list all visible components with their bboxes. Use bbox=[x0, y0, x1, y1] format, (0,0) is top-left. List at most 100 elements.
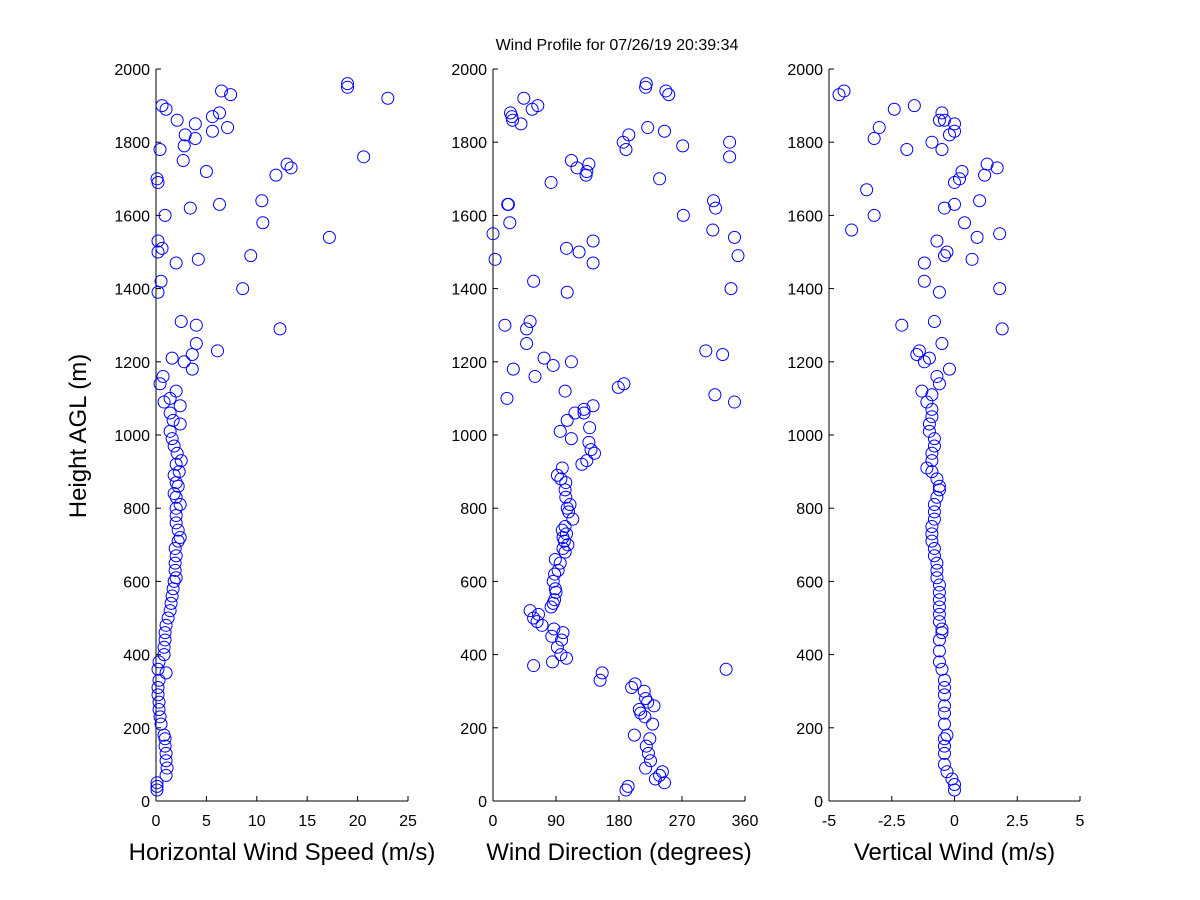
data-point bbox=[588, 446, 601, 460]
data-point bbox=[644, 754, 657, 768]
data-point bbox=[153, 143, 167, 157]
data-point bbox=[548, 552, 562, 566]
y-tick-label: 1400 bbox=[114, 282, 150, 299]
data-point bbox=[872, 121, 886, 135]
y-tick-label: 200 bbox=[460, 721, 487, 738]
data-point bbox=[559, 476, 573, 490]
data-point bbox=[547, 622, 561, 636]
data-point bbox=[860, 183, 874, 197]
data-point bbox=[322, 230, 336, 244]
data-point bbox=[159, 768, 173, 782]
data-point bbox=[150, 776, 164, 790]
data-point bbox=[560, 501, 574, 515]
data-point bbox=[658, 124, 671, 138]
data-point bbox=[937, 739, 951, 753]
x-tick-label: 270 bbox=[669, 813, 696, 830]
data-point bbox=[527, 274, 541, 288]
data-point bbox=[556, 626, 570, 640]
y-tick-label: 1200 bbox=[114, 355, 150, 372]
data-point bbox=[486, 227, 500, 241]
data-point bbox=[550, 468, 564, 482]
data-point bbox=[724, 282, 738, 296]
data-point bbox=[177, 139, 191, 153]
data-point bbox=[158, 739, 172, 753]
data-point bbox=[917, 274, 931, 288]
data-point bbox=[169, 509, 183, 523]
y-tick-label: 600 bbox=[460, 574, 487, 591]
data-point bbox=[170, 113, 184, 127]
data-point bbox=[723, 135, 737, 149]
data-point bbox=[550, 640, 564, 654]
data-point bbox=[553, 424, 567, 438]
data-point bbox=[506, 362, 520, 376]
data-point bbox=[517, 91, 531, 105]
y-tick-label: 2000 bbox=[451, 62, 487, 79]
data-point bbox=[157, 640, 171, 654]
data-point bbox=[676, 139, 690, 153]
data-point bbox=[925, 410, 939, 424]
data-point bbox=[978, 168, 992, 182]
data-point bbox=[937, 757, 951, 771]
data-point bbox=[169, 571, 183, 585]
data-point bbox=[280, 157, 294, 171]
data-point bbox=[560, 413, 574, 427]
data-point bbox=[845, 223, 859, 237]
data-point bbox=[158, 633, 172, 647]
data-point bbox=[341, 77, 355, 91]
y-tick-label: 200 bbox=[796, 721, 823, 738]
y-tick-label: 1200 bbox=[787, 355, 823, 372]
data-point bbox=[558, 384, 572, 398]
data-point bbox=[927, 512, 941, 526]
data-point bbox=[932, 578, 946, 592]
data-point bbox=[580, 454, 594, 468]
data-point bbox=[164, 596, 178, 610]
data-point bbox=[172, 465, 186, 479]
data-point bbox=[653, 768, 667, 782]
data-point bbox=[168, 541, 182, 555]
data-point bbox=[171, 534, 185, 548]
data-point bbox=[925, 135, 939, 149]
y-tick-label: 800 bbox=[123, 501, 150, 518]
data-point bbox=[912, 344, 926, 358]
data-point bbox=[151, 681, 165, 695]
y-tick-label: 400 bbox=[796, 648, 823, 665]
data-point bbox=[937, 706, 951, 720]
y-tick-label: 800 bbox=[460, 501, 487, 518]
data-point bbox=[662, 88, 676, 102]
data-point bbox=[948, 124, 961, 138]
data-point bbox=[699, 344, 713, 358]
data-point bbox=[532, 607, 545, 621]
data-point bbox=[930, 490, 944, 504]
data-point bbox=[504, 106, 517, 120]
data-point bbox=[920, 395, 934, 409]
data-point bbox=[551, 563, 565, 577]
data-point bbox=[709, 201, 723, 215]
data-point bbox=[548, 593, 562, 607]
data-point bbox=[937, 249, 951, 263]
data-point bbox=[224, 88, 238, 102]
data-point bbox=[564, 355, 578, 369]
y-tick-label: 1200 bbox=[451, 355, 487, 372]
data-point bbox=[925, 388, 939, 402]
data-point bbox=[566, 512, 580, 526]
data-point bbox=[655, 765, 669, 779]
x-axis-label: Horizontal Wind Speed (m/s) bbox=[129, 839, 436, 866]
data-point bbox=[269, 168, 283, 182]
data-point bbox=[161, 611, 175, 625]
data-point bbox=[564, 432, 578, 446]
data-point bbox=[163, 424, 177, 438]
data-point bbox=[244, 249, 258, 263]
x-tick-label: 20 bbox=[349, 813, 367, 830]
data-point bbox=[503, 216, 517, 230]
data-point bbox=[993, 282, 1007, 296]
data-point bbox=[151, 662, 165, 676]
data-point bbox=[617, 377, 631, 391]
data-point bbox=[159, 666, 173, 680]
data-point bbox=[575, 457, 589, 471]
data-point bbox=[948, 175, 961, 189]
data-point bbox=[619, 143, 633, 157]
data-point bbox=[555, 461, 569, 475]
data-point bbox=[935, 337, 949, 350]
subplot-horizontal-wind-speed: 0 200 400 600 800 1000 1200 1400 1600 1800 2000 0 5 1… bbox=[114, 62, 435, 866]
